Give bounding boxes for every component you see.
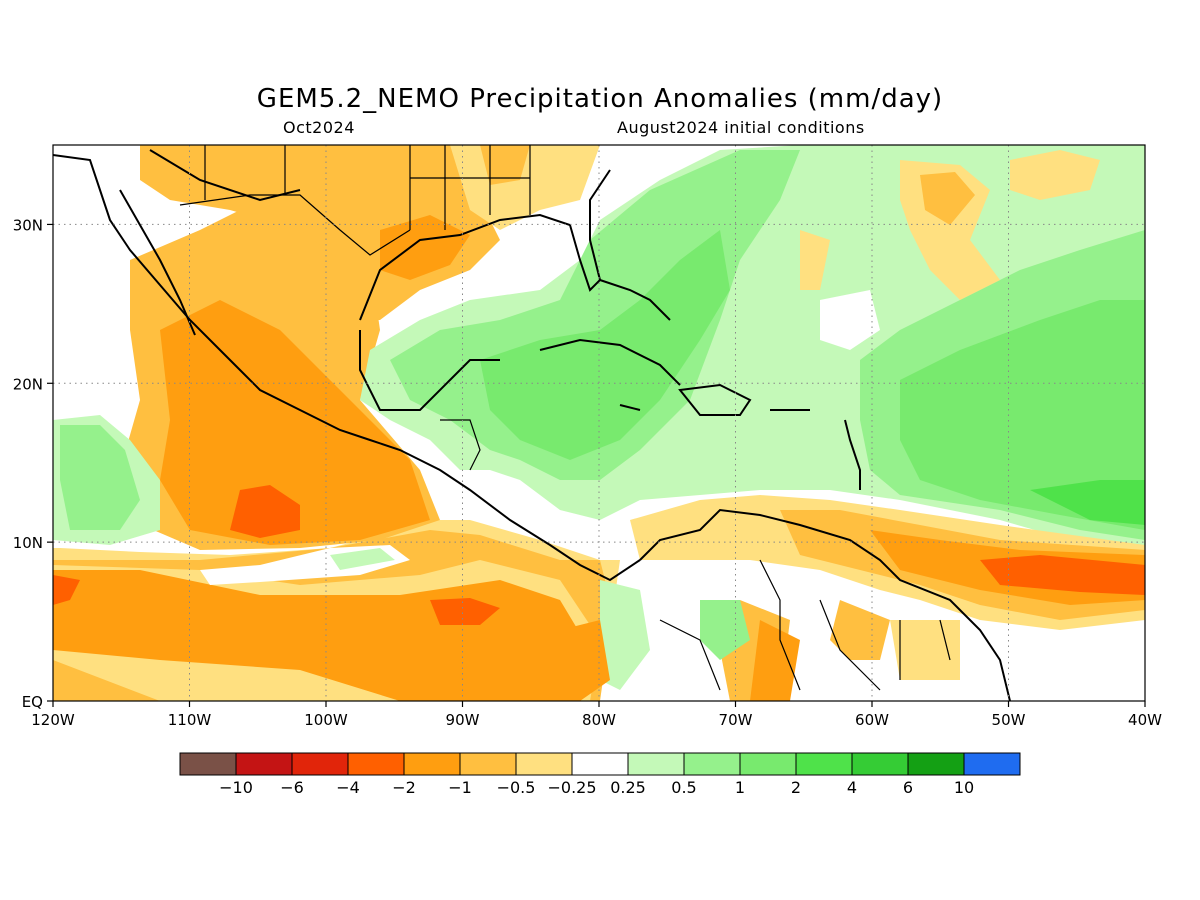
coastlines (53, 149, 1011, 701)
lon-tick-label: 100W (304, 711, 348, 729)
colorbar-swatch (235, 752, 293, 776)
colorbar-label: 4 (847, 778, 857, 797)
colorbar-swatch (739, 752, 797, 776)
lon-tick-label: 120W (31, 711, 75, 729)
colorbar-label: 6 (903, 778, 913, 797)
colorbar-label: −1 (448, 778, 472, 797)
lat-tick-label: 20N (13, 375, 43, 393)
colorbar-label: 10 (954, 778, 974, 797)
colorbar-swatch (963, 752, 1021, 776)
colorbar-label: −6 (280, 778, 304, 797)
precipitation-anomaly-field (53, 145, 1145, 701)
lon-tick-label: 50W (992, 711, 1026, 729)
colorbar-swatch (907, 752, 965, 776)
colorbar-swatch (291, 752, 349, 776)
colorbar-swatch (179, 752, 237, 776)
colorbar-label: 1 (735, 778, 745, 797)
latitude-axis: 30N 20N 10N EQ (13, 216, 53, 711)
lon-tick-label: 90W (446, 711, 480, 729)
colorbar-swatch (347, 752, 405, 776)
map-title: GEM5.2_NEMO Precipitation Anomalies (mm/… (256, 84, 944, 114)
colorbar-label: −0.25 (547, 778, 596, 797)
lon-tick-label: 60W (855, 711, 889, 729)
lon-tick-label: 70W (719, 711, 753, 729)
colorbar-swatch (403, 752, 461, 776)
lat-tick-label: EQ (22, 693, 43, 711)
lon-tick-label: 40W (1128, 711, 1162, 729)
forecast-month: Oct2024 (283, 118, 355, 137)
colorbar-swatch (627, 752, 685, 776)
colorbar-swatch (683, 752, 741, 776)
initial-conditions-label: August2024 initial conditions (617, 118, 865, 137)
colorbar-label: −10 (219, 778, 253, 797)
lat-tick-label: 30N (13, 216, 43, 234)
colorbar-label: −0.5 (497, 778, 536, 797)
longitude-axis: 120W 110W 100W 90W 80W 70W 60W 50W 40W (31, 701, 1162, 729)
colorbar-label: 2 (791, 778, 801, 797)
country-borders (179, 145, 951, 691)
lat-tick-label: 10N (13, 534, 43, 552)
colorbar-swatch (795, 752, 853, 776)
lon-tick-label: 110W (168, 711, 212, 729)
colorbar-label: 0.25 (610, 778, 646, 797)
colorbar-swatch (851, 752, 909, 776)
colorbar-label: 0.5 (671, 778, 696, 797)
colorbar-swatch (515, 752, 573, 776)
colorbar-label: −2 (392, 778, 416, 797)
lon-tick-label: 80W (582, 711, 616, 729)
colorbar-label: −4 (336, 778, 360, 797)
colorbar-swatch (571, 752, 629, 776)
graticule (53, 145, 1145, 701)
colorbar: −10 −6 −4 −2 −1 −0.5 −0.25 0.25 0.5 1 2 4 6 10 (179, 752, 1021, 797)
colorbar-swatch (459, 752, 517, 776)
